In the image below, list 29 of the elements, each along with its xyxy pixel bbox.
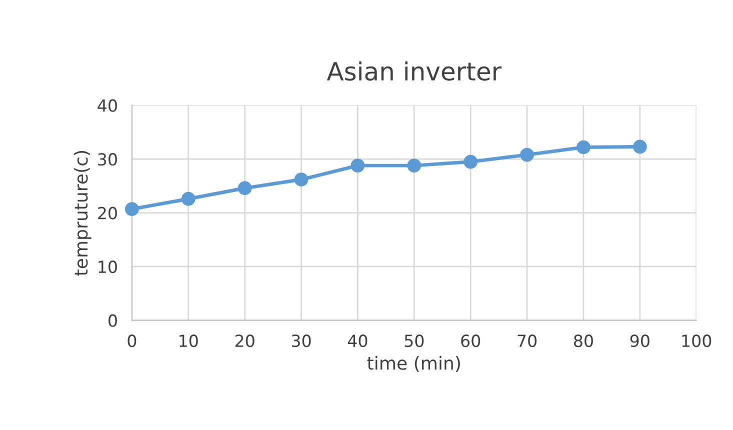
point bbox=[294, 172, 308, 186]
point bbox=[632, 140, 647, 154]
point bbox=[520, 148, 534, 162]
point bbox=[576, 140, 590, 154]
chart-title: Asian inverter bbox=[326, 61, 502, 81]
x-tick-label: 50 bbox=[404, 334, 424, 348]
y-tick-label: 10 bbox=[98, 260, 117, 274]
x-tick-label: 20 bbox=[235, 334, 254, 348]
y-tick-label: 30 bbox=[98, 153, 117, 166]
x-tick-label: 60 bbox=[461, 334, 480, 348]
y-axis-title: tempruture(c) bbox=[74, 151, 92, 276]
x-tick-label: 10 bbox=[180, 334, 198, 348]
x-tick-label: 40 bbox=[348, 334, 368, 348]
x-axis-title: time (min) bbox=[367, 356, 460, 372]
x-tick-label: 0 bbox=[128, 334, 136, 348]
x-tick-label: 70 bbox=[518, 334, 537, 348]
x-tick-label: 80 bbox=[574, 334, 593, 348]
point bbox=[464, 154, 478, 169]
y-tick-label: 0 bbox=[108, 314, 117, 327]
point bbox=[181, 192, 196, 206]
point bbox=[124, 202, 139, 216]
y-tick-label: 20 bbox=[98, 206, 117, 220]
x-tick-label: 30 bbox=[292, 334, 311, 348]
x-tick-label: 100 bbox=[682, 334, 712, 348]
y-tick-label: 40 bbox=[98, 99, 117, 112]
point bbox=[350, 158, 365, 172]
point bbox=[238, 181, 252, 196]
x-tick-label: 90 bbox=[630, 334, 650, 348]
point bbox=[407, 158, 422, 172]
